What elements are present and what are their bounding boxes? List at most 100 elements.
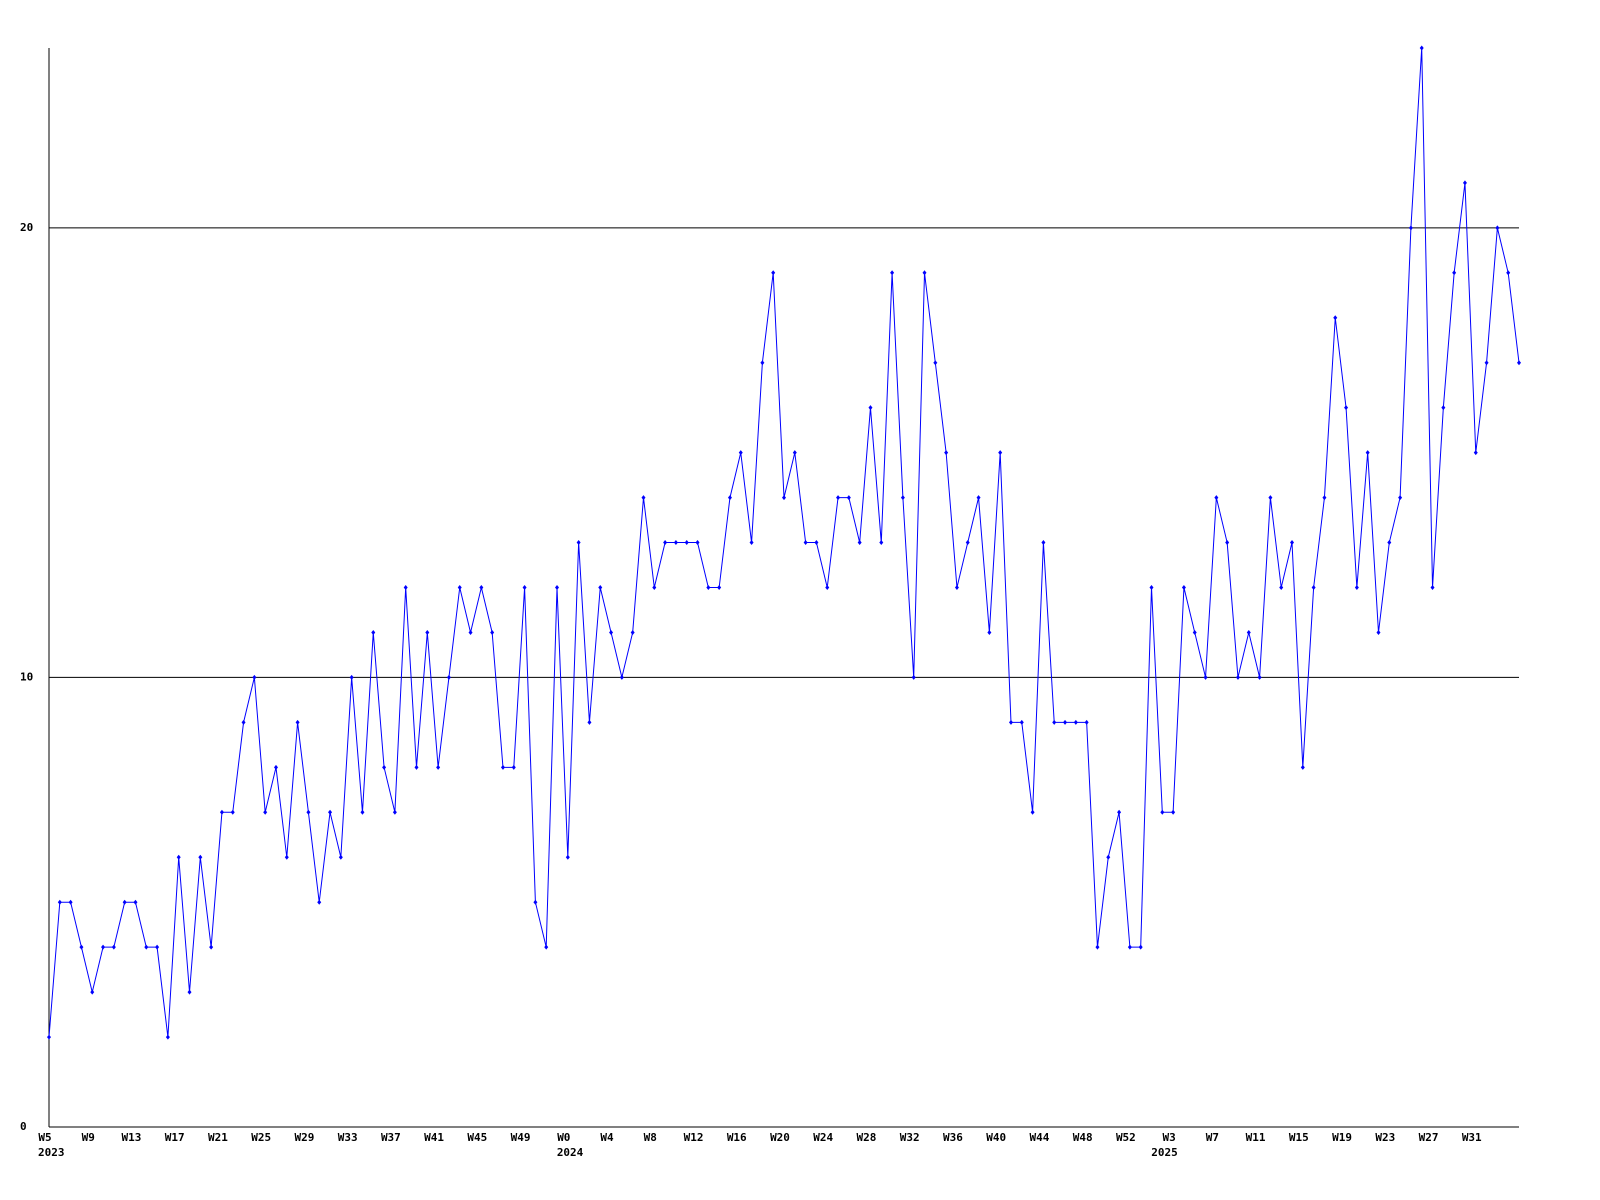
point-marker (814, 540, 819, 546)
point-marker (890, 270, 895, 276)
point-marker (1387, 540, 1392, 546)
point-marker (1311, 585, 1316, 590)
point-marker (295, 719, 300, 725)
point-marker (165, 1034, 170, 1040)
point-marker (1106, 854, 1111, 860)
point-marker (641, 495, 646, 501)
point-marker (944, 450, 949, 456)
x-tick-label: W4 (600, 1131, 614, 1144)
point-marker (782, 495, 786, 501)
point-marker (101, 944, 106, 950)
x-tick-label: W44 (1029, 1131, 1049, 1144)
point-marker (1484, 360, 1489, 366)
point-marker (198, 854, 203, 860)
point-marker (1214, 495, 1219, 501)
point-marker (1019, 719, 1024, 725)
x-tick-label: W25 (251, 1131, 271, 1144)
x-tick-label: W45 (467, 1131, 487, 1144)
point-marker (803, 540, 808, 546)
point-marker (252, 674, 257, 680)
point-marker (954, 585, 959, 590)
series-line (48, 47, 1520, 1038)
point-marker (306, 809, 311, 815)
x-tick-label: W7 (1206, 1131, 1219, 1144)
x-tick-label: W13 (122, 1131, 142, 1144)
point-marker (1441, 405, 1446, 411)
point-marker (1203, 674, 1208, 680)
point-marker (1225, 540, 1230, 546)
point-marker (360, 809, 365, 815)
point-marker (457, 585, 462, 590)
point-marker (436, 764, 441, 770)
point-marker (1495, 225, 1500, 231)
point-marker (922, 270, 927, 276)
point-marker (749, 540, 754, 546)
x-tick-label: W23 (1375, 1131, 1395, 1144)
point-marker (1506, 270, 1511, 276)
x-tick-label: W40 (986, 1131, 1006, 1144)
x-tick-label: W16 (727, 1131, 747, 1144)
point-marker (1095, 944, 1100, 950)
point-marker (609, 629, 614, 635)
point-marker (79, 944, 84, 950)
year-label: 2024 (557, 1146, 584, 1159)
point-marker (122, 899, 127, 905)
x-tick-label: W5 (38, 1131, 51, 1144)
point-marker (771, 270, 776, 276)
point-marker (1084, 719, 1089, 725)
point-marker (371, 629, 376, 635)
x-tick-label: W27 (1419, 1131, 1439, 1144)
point-marker (1517, 360, 1521, 366)
x-tick-label: W21 (208, 1131, 228, 1144)
point-marker (695, 540, 700, 546)
point-marker (111, 944, 116, 950)
point-marker (544, 944, 549, 950)
point-marker (619, 674, 624, 680)
point-marker (598, 585, 603, 590)
point-marker (1419, 45, 1424, 51)
point-marker (284, 854, 289, 860)
point-marker (479, 585, 484, 590)
point-marker (1246, 629, 1251, 635)
point-marker (663, 540, 668, 546)
point-marker (879, 540, 884, 546)
y-tick-label: 20 (20, 221, 33, 234)
x-tick-label: W31 (1462, 1131, 1482, 1144)
point-marker (1149, 585, 1154, 590)
x-tick-label: W28 (857, 1131, 877, 1144)
point-marker (219, 809, 224, 815)
x-tick-label: W12 (684, 1131, 704, 1144)
point-marker (47, 1034, 51, 1040)
point-marker (846, 495, 851, 501)
point-marker (522, 585, 527, 590)
x-tick-label: W20 (770, 1131, 790, 1144)
point-marker (273, 764, 278, 770)
x-tick-label: W48 (1073, 1131, 1093, 1144)
point-marker (673, 540, 678, 546)
point-marker (1063, 719, 1068, 725)
point-marker (684, 540, 689, 546)
x-tick-label: W33 (338, 1131, 358, 1144)
point-marker (155, 944, 160, 950)
point-marker (263, 809, 268, 815)
point-marker (1073, 719, 1078, 725)
point-marker (587, 719, 592, 725)
x-tick-label: W29 (294, 1131, 314, 1144)
point-marker (792, 450, 797, 456)
x-tick-label: W0 (557, 1131, 570, 1144)
point-marker (1268, 495, 1273, 501)
point-marker (468, 629, 473, 635)
point-marker (403, 585, 408, 590)
point-marker (187, 989, 192, 995)
point-marker (987, 629, 992, 635)
point-marker (1030, 809, 1035, 815)
point-marker (825, 585, 830, 590)
point-marker (760, 360, 765, 366)
year-label: 2025 (1151, 1146, 1178, 1159)
point-marker (1408, 225, 1413, 231)
point-marker (727, 495, 732, 501)
point-marker (857, 540, 862, 546)
point-marker (328, 809, 333, 815)
point-marker (90, 989, 95, 995)
